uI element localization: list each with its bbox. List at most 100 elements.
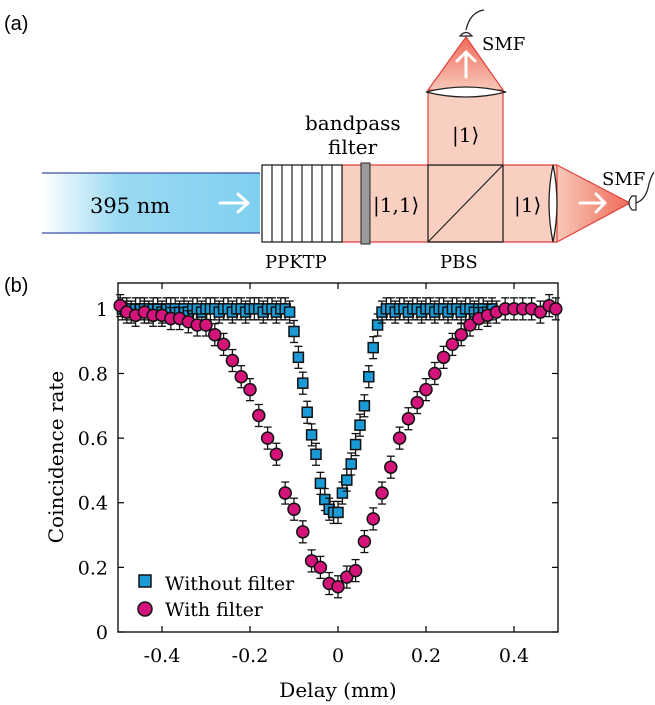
data-point-circle <box>533 305 548 319</box>
data-point-circle <box>348 563 363 578</box>
data-point-square <box>358 400 371 412</box>
x-tick-label: 0 <box>332 645 344 667</box>
data-point-circle <box>428 366 442 381</box>
smf-right-label: SMF <box>602 169 645 190</box>
ppktp-label: PPKTP <box>265 252 327 273</box>
axis-ticks: -0.4 -0.2 0 0.2 0.4 0 0.2 0.4 0.6 0.8 1 <box>78 283 558 667</box>
data-point-square <box>367 341 379 354</box>
filter-label-line2: filter <box>328 135 378 159</box>
pbs-label: PBS <box>440 252 478 273</box>
pump-arrow <box>218 192 250 214</box>
coincidence-chart: -0.4 -0.2 0 0.2 0.4 0 0.2 0.4 0.6 0.8 1 Delay (mm)… <box>44 282 563 702</box>
data-point-circle <box>260 431 275 445</box>
data-point-circle <box>392 431 407 445</box>
pbs-cube <box>427 164 504 243</box>
fiber-right <box>635 171 655 204</box>
data-point-circle <box>340 570 354 584</box>
legend-label-without-filter: Without filter <box>165 573 295 595</box>
lens-right <box>548 164 558 243</box>
data-point-circle <box>401 411 416 426</box>
data-point-square <box>301 406 313 419</box>
fiber-coupler-right <box>628 195 637 211</box>
data-point-circle <box>419 382 433 397</box>
panel-a-label: (a) <box>4 13 28 35</box>
x-tick-label: -0.2 <box>232 645 269 667</box>
data-point-circle <box>278 486 292 500</box>
photon-beam-horizontal <box>342 165 557 242</box>
bandpass-filter <box>360 162 371 245</box>
panel-a: (a) 395 nm SMF <box>4 9 655 273</box>
data-point-square <box>336 487 349 499</box>
data-point-circle <box>225 353 240 368</box>
fiber-top <box>465 9 485 31</box>
state-1-right-label: |1⟩ <box>514 193 541 218</box>
data-point-circle <box>436 350 451 365</box>
y-tick-label: 0.2 <box>78 557 108 579</box>
data-point-square <box>310 448 322 461</box>
y-axis-label: Coincidence rate <box>44 371 68 544</box>
pump-wavelength-label: 395 nm <box>90 194 170 218</box>
data-point-square <box>371 319 384 331</box>
x-tick-label: 0.2 <box>411 645 441 667</box>
data-point-square <box>345 458 357 470</box>
data-point-square <box>305 429 318 441</box>
x-tick-label: 0.4 <box>499 645 529 667</box>
data-point-square <box>314 477 327 490</box>
fiber-coupler-top <box>458 31 474 37</box>
data-point-circle <box>454 327 468 342</box>
data-point-circle <box>366 512 380 526</box>
panel-b-label: (b) <box>4 275 28 297</box>
data-point-square <box>288 325 300 338</box>
data-point-circle <box>208 327 222 342</box>
output-arrow-top <box>455 50 477 79</box>
data-point-circle <box>463 318 477 332</box>
legend-marker-with-filter <box>137 601 153 617</box>
data-point-circle <box>384 460 398 474</box>
data-point-circle <box>549 302 563 316</box>
data-point-circle <box>445 337 460 352</box>
photon-beam-vertical <box>428 90 503 165</box>
data-point-circle <box>410 395 424 410</box>
data-point-square <box>283 306 296 318</box>
data-point-circle <box>357 534 372 549</box>
panel-b: (b) -0.4 -0.2 0 0.2 0.4 0 0.2 0.4 0.6 0.8 1 Delay … <box>4 275 563 702</box>
data-point-circle <box>296 525 310 539</box>
data-point-circle <box>287 502 301 516</box>
y-tick-label: 0.8 <box>78 363 108 385</box>
data-point-square <box>349 438 362 451</box>
data-point-square <box>363 370 375 383</box>
data-point-square <box>332 506 344 519</box>
data-point-square <box>297 377 309 389</box>
series-with-filter <box>113 293 563 599</box>
data-point-square <box>292 351 305 364</box>
output-arrow-right <box>578 192 607 214</box>
data-marks <box>113 293 563 599</box>
x-tick-label: -0.4 <box>144 645 181 667</box>
series-without-filter <box>116 297 498 525</box>
data-point-circle <box>313 560 328 575</box>
legend-label-with-filter: With filter <box>165 599 264 621</box>
x-axis-label: Delay (mm) <box>279 678 396 702</box>
data-point-square <box>319 493 331 506</box>
data-point-circle <box>234 369 248 384</box>
data-point-circle <box>269 447 284 462</box>
legend: Without filter With filter <box>137 573 295 621</box>
data-point-circle <box>331 580 345 594</box>
state-1-top-label: |1⟩ <box>452 123 479 148</box>
data-point-circle <box>199 318 213 332</box>
y-tick-label: 0.4 <box>78 493 108 515</box>
data-point-circle <box>304 554 319 568</box>
state-11-label: |1,1⟩ <box>373 193 419 218</box>
data-point-square <box>354 419 366 431</box>
data-point-circle <box>375 486 389 500</box>
ppktp-crystal <box>261 164 343 243</box>
data-point-circle <box>243 382 257 397</box>
y-tick-label: 1 <box>96 299 108 321</box>
smf-top-label: SMF <box>482 34 525 55</box>
data-point-circle <box>252 408 266 423</box>
lens-top <box>425 86 507 98</box>
legend-marker-without-filter <box>138 574 152 588</box>
data-point-square <box>341 474 353 486</box>
data-point-circle <box>216 337 231 352</box>
